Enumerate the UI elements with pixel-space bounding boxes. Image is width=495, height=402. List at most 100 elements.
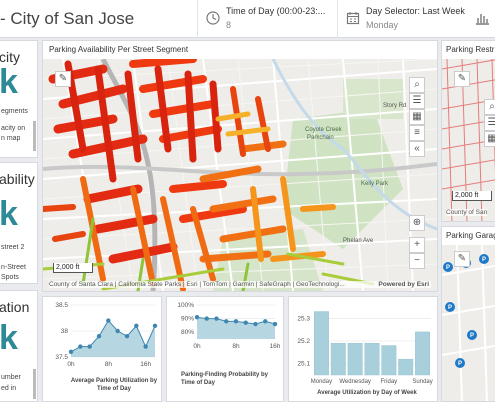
y-tick-label: 90% [181, 316, 194, 323]
wrench-icon[interactable]: ✎ [454, 71, 470, 87]
bar [347, 343, 363, 376]
indicator-line: egments [1, 108, 28, 115]
map-canvas: Coyote Creek Parkchain Kelly Park Phelan… [43, 59, 437, 291]
calendar-icon [346, 12, 360, 25]
scale-bar: 2,000 ft [452, 191, 492, 201]
map-label: Kelly Park [361, 181, 389, 187]
data-point [243, 320, 248, 325]
scrollbar[interactable] [33, 121, 36, 151]
utilization-day-chart[interactable]: 25.1 25.2 25.3 Monday Wednesday Friday Sunday [289, 297, 438, 397]
y-tick-label: 25.2 [297, 338, 310, 345]
x-tick-label: Sunday [412, 379, 432, 385]
time-of-day-selector[interactable]: Time of Day (00:00-23:... 8 [197, 0, 337, 38]
map-label: Parkchain [307, 135, 334, 141]
basemap-icon[interactable]: ▦ [484, 131, 495, 147]
main-map-panel: Parking Availability Per Street Segment [42, 40, 438, 292]
indicator-line: street 2 [1, 244, 25, 251]
layers-icon[interactable]: ☰ [409, 93, 425, 109]
indicator-panel-2: ability k street 2 n-Street Spots [0, 162, 38, 284]
powered-by[interactable]: Powered by Esri [378, 281, 429, 288]
chart-panel-2: 80% 90% 100% 0h 8h 16h Parking-Finding Probab… [166, 296, 284, 402]
garage-map[interactable]: PPPPPP ✎ [442, 245, 495, 401]
right-map-panel-2: Parking Garag PPPPPP ✎ [441, 226, 495, 402]
data-point [78, 344, 83, 349]
bar [381, 345, 397, 376]
data-point [152, 323, 158, 328]
indicator-panel-1: city k egments acity on n map [0, 40, 38, 158]
scrollbar[interactable] [33, 369, 36, 399]
day-selector[interactable]: Day Selector: Last Week Monday [337, 0, 467, 38]
data-point [194, 315, 200, 320]
x-tick-label: Monday [311, 379, 332, 385]
right-map-title: Parking Restri [446, 45, 495, 54]
bar [398, 358, 414, 376]
data-point [124, 334, 130, 339]
indicator-line: n map [1, 135, 21, 142]
data-point [143, 344, 148, 349]
data-point [224, 319, 229, 324]
highway [43, 162, 437, 177]
indicator-line: acity on [1, 125, 26, 132]
zoom-in-button[interactable]: + [409, 237, 425, 253]
indicator-value: k [0, 63, 18, 101]
bar [415, 331, 431, 376]
filter-icon[interactable]: ≡ [409, 125, 425, 141]
chart-panel-1: 37.5 38 38.5 0h 8h 16h Average Parking Utiliz… [42, 296, 162, 402]
data-point [233, 319, 239, 324]
scale-bar: 2,000 ft [53, 263, 93, 273]
indicator-title: ability [0, 171, 35, 187]
y-tick-label: 25.3 [297, 315, 310, 322]
indicator-value: k [0, 319, 18, 357]
highway [100, 59, 158, 291]
restriction-map[interactable]: ✎ ⌕ ☰ ▦ 2,000 ft County of San [442, 59, 495, 221]
zoom-out-button[interactable]: − [409, 253, 425, 269]
time-of-day-label: Time of Day (00:00-23:... [226, 6, 326, 16]
data-point [263, 319, 268, 324]
map-attribution: County of Santa Clara | California State… [49, 281, 431, 288]
chart-caption: Average Parking Utilization by Time of D… [70, 378, 158, 392]
indicator-value: k [0, 195, 18, 233]
data-point [96, 334, 102, 339]
bar-chart-icon[interactable] [474, 10, 490, 26]
y-tick-label: 38.5 [55, 302, 68, 309]
y-tick-label: 37.5 [55, 354, 68, 361]
utilization-time-chart[interactable]: 37.5 38 38.5 0h 8h 16h [43, 297, 162, 367]
data-point [106, 318, 111, 323]
attribution-text: County of Santa Clara | California State… [49, 281, 345, 288]
main-map[interactable]: Coyote Creek Parkchain Kelly Park Phelan… [43, 59, 437, 291]
x-tick-label: 0h [67, 361, 75, 367]
probability-time-chart[interactable]: 80% 90% 100% 0h 8h 16h [167, 297, 284, 367]
chart-caption: Average Utilization by Day of Week [317, 390, 417, 396]
map-label: Story Rd [383, 103, 406, 109]
collapse-icon[interactable]: « [409, 141, 425, 157]
indicator-line: umber [1, 374, 21, 381]
search-icon[interactable]: ⌕ [484, 99, 495, 115]
main-map-title: Parking Availability Per Street Segment [49, 45, 189, 54]
x-tick-label: 8h [105, 361, 113, 367]
map-label: Phelan Ave [343, 238, 374, 244]
app-title: - City of San Jose [0, 9, 135, 28]
x-tick-label: 16h [270, 343, 281, 350]
svg-text:P: P [470, 333, 474, 339]
wrench-icon[interactable]: ✎ [55, 71, 71, 87]
basemap-icon[interactable]: ▦ [409, 109, 425, 125]
clock-icon [206, 11, 220, 25]
park-area [213, 229, 323, 291]
data-point [204, 316, 209, 321]
locate-icon[interactable]: ⊕ [409, 215, 425, 231]
park-area [283, 109, 403, 249]
area-fill [71, 320, 155, 357]
bar [330, 343, 346, 376]
indicator-line: ed in [1, 385, 17, 392]
indicator-line: n-Street [1, 264, 26, 271]
search-icon[interactable]: ⌕ [409, 77, 425, 93]
bar [314, 311, 329, 376]
y-tick-label: 38 [61, 328, 69, 335]
x-tick-label: Wednesday [339, 379, 371, 385]
data-point [134, 323, 139, 328]
data-point [214, 316, 219, 321]
wrench-icon[interactable]: ✎ [454, 251, 470, 267]
map-label: Coyote Creek [305, 127, 343, 133]
layers-icon[interactable]: ☰ [484, 115, 495, 131]
data-point [87, 344, 92, 349]
